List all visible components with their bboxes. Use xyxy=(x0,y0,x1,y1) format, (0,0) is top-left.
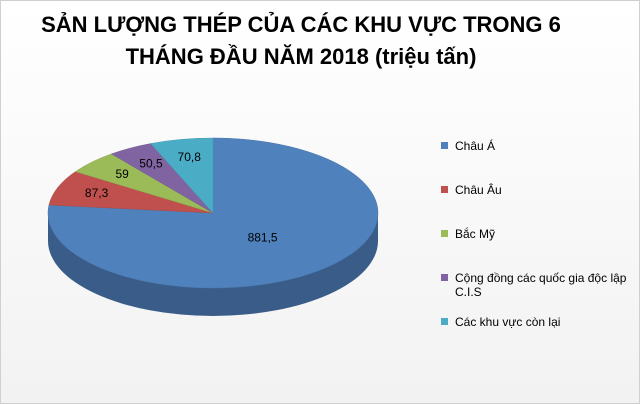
legend-item: Châu Á xyxy=(441,139,631,183)
legend-label: Châu Âu xyxy=(455,183,502,197)
legend-label: Châu Á xyxy=(455,139,496,153)
data-label: 881,5 xyxy=(248,230,278,244)
data-label: 59 xyxy=(115,167,129,181)
legend-item: Châu Âu xyxy=(441,183,631,227)
legend-swatch xyxy=(441,186,448,193)
chart-title: SẢN LƯỢNG THÉP CỦA CÁC KHU VỰC TRONG 6 T… xyxy=(41,12,561,69)
legend-item: Các khu vực còn lại xyxy=(441,315,631,359)
legend: Châu Á Châu Âu Bắc Mỹ Cộng đồng các quốc gi… xyxy=(441,139,631,359)
legend-swatch xyxy=(441,274,448,281)
data-label: 70,8 xyxy=(178,150,202,164)
legend-swatch xyxy=(441,230,448,237)
data-label: 87,3 xyxy=(85,186,109,200)
slice xyxy=(150,137,214,214)
legend-item: Bắc Mỹ xyxy=(441,227,631,271)
slice-side xyxy=(48,213,378,316)
data-label: 50,5 xyxy=(139,157,163,171)
legend-swatch xyxy=(441,318,448,325)
legend-item: Cộng đồng các quốc gia độc lập C.I.S xyxy=(441,271,631,315)
legend-label: Cộng đồng các quốc gia độc lập C.I.S xyxy=(455,271,627,299)
slice xyxy=(47,137,379,289)
legend-swatch xyxy=(441,142,448,149)
legend-label: Các khu vực còn lại xyxy=(455,315,561,329)
legend-label: Bắc Mỹ xyxy=(455,227,496,241)
